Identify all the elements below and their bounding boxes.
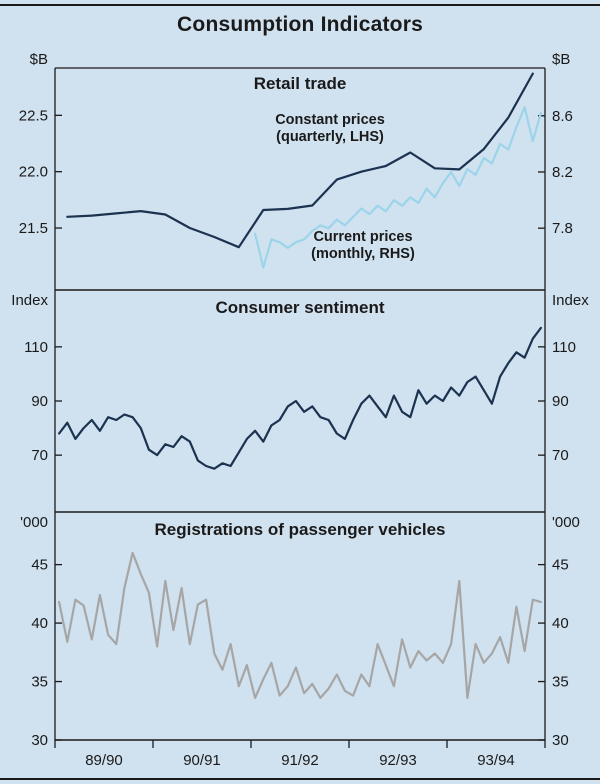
series-annotation: Current prices [313, 229, 412, 245]
y-tick-label: 21.5 [19, 220, 48, 237]
axis-unit-label: $B [552, 51, 570, 68]
y-tick-label: 110 [552, 339, 576, 356]
y-tick-label: 22.0 [19, 164, 48, 181]
series-annotation: (quarterly, LHS) [276, 129, 384, 145]
y-tick-label: 45 [552, 557, 569, 574]
y-tick-label: 70 [552, 447, 569, 464]
panel-title: Registrations of passenger vehicles [155, 520, 446, 539]
panel-title: Consumer sentiment [215, 298, 384, 317]
y-tick-label: 40 [31, 615, 48, 632]
x-tick-label: 90/91 [183, 752, 221, 769]
chart-title: Consumption Indicators [177, 13, 423, 36]
series-constant-prices-quarterly-lhs [66, 72, 534, 249]
y-tick-label: 40 [552, 615, 569, 632]
axis-unit-label: '000 [552, 514, 580, 531]
y-tick-label: 8.2 [552, 164, 573, 181]
series-registrations-of-passenger-vehicles [57, 551, 543, 700]
x-tick-label: 89/90 [85, 752, 123, 769]
axis-unit-label: Index [552, 292, 589, 309]
y-tick-label: 35 [552, 674, 569, 691]
y-tick-label: 30 [31, 732, 48, 749]
series-annotation: (monthly, RHS) [311, 246, 415, 262]
y-tick-label: 35 [31, 674, 48, 691]
series-current-prices-monthly-rhs [254, 106, 543, 269]
x-tick-label: 93/94 [477, 752, 515, 769]
y-tick-label: 90 [552, 393, 569, 410]
y-tick-label: 7.8 [552, 220, 573, 237]
series-consumer-sentiment [57, 326, 543, 470]
axis-unit-label: $B [30, 51, 48, 68]
axis-unit-label: '000 [20, 514, 48, 531]
y-tick-label: 22.5 [19, 107, 48, 124]
series-annotation: Constant prices [275, 112, 385, 128]
y-tick-label: 90 [31, 393, 48, 410]
y-tick-label: 110 [24, 339, 48, 356]
y-tick-label: 70 [31, 447, 48, 464]
y-tick-label: 8.6 [552, 108, 573, 125]
x-tick-label: 91/92 [281, 752, 319, 769]
axis-unit-label: Index [11, 292, 48, 309]
x-tick-label: 92/93 [379, 752, 417, 769]
y-tick-label: 30 [552, 732, 569, 749]
panel-title: Retail trade [254, 74, 347, 93]
y-tick-label: 45 [31, 557, 48, 574]
